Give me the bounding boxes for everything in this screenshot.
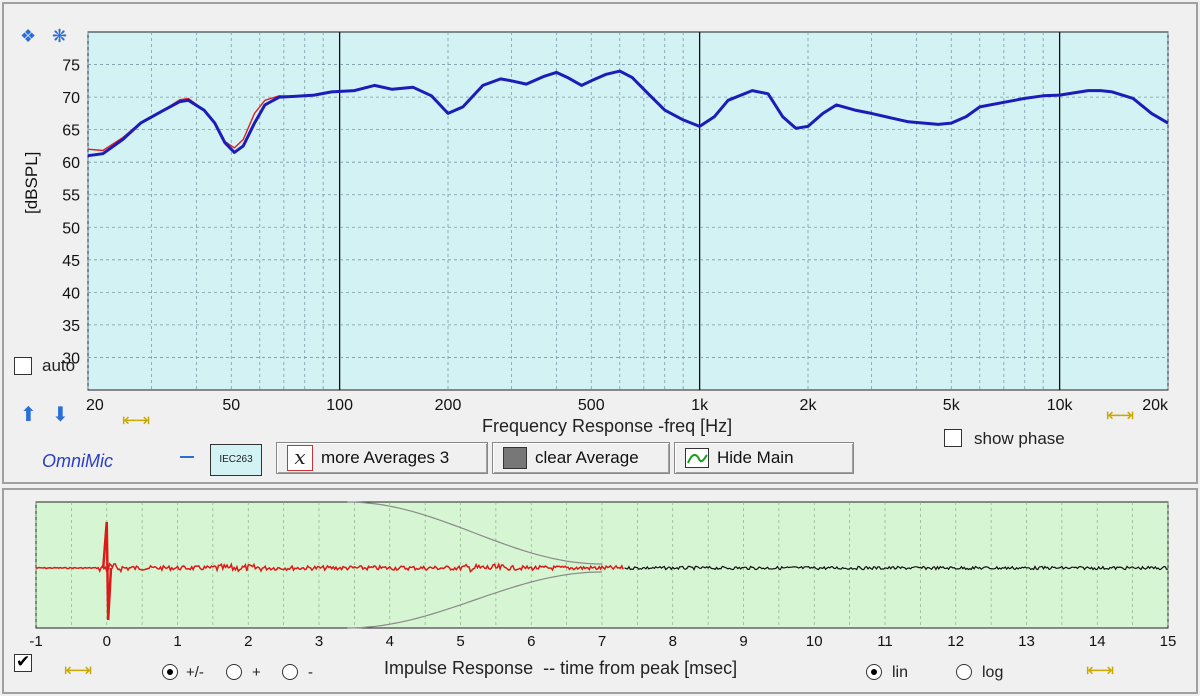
curve-icon [685, 448, 709, 468]
ir-window-lower [347, 571, 603, 629]
ir-x-axis-label: Impulse Response -- time from peak [msec… [384, 658, 738, 678]
ir-x-tick-label: 1 [173, 633, 181, 650]
frequency-response-chart[interactable]: 30 35 40 45 50 55 60 65 70 75 20 50 100 200 500 1k 2k 5k 1… [4, 4, 1196, 482]
auto-checkbox[interactable] [14, 357, 32, 375]
radio-lin-label: lin [892, 664, 909, 681]
ir-x-tick-label: 13 [1018, 633, 1035, 650]
ir-x-tick-label: 6 [527, 633, 535, 650]
fr-x-tick-label: 10k [1047, 397, 1074, 414]
ir-x-tick-label: 2 [244, 633, 252, 650]
ir-x-tick-label: 3 [315, 633, 323, 650]
fr-x-tick-label: 5k [943, 397, 961, 414]
radio-log-label: log [982, 664, 1004, 681]
y-axis-label: [dBSPL] [22, 151, 41, 214]
ir-x-tick-label: -1 [29, 633, 42, 650]
fr-y-tick-label: 70 [62, 90, 80, 107]
radio-lin[interactable] [866, 664, 882, 680]
frequency-response-panel: 30 35 40 45 50 55 60 65 70 75 20 50 100 200 500 1k 2k 5k 1… [2, 2, 1198, 484]
ir-tail-curve [624, 565, 1169, 571]
impulse-enabled-checkbox[interactable] [14, 652, 32, 672]
ir-pan-left-arrows-icon[interactable]: ⇤⇥ [64, 660, 92, 680]
ir-x-tick-label: 5 [456, 633, 464, 650]
fr-x-tick-label: 500 [578, 397, 605, 414]
ir-x-tick-label: 0 [103, 633, 111, 650]
ir-x-tick-label: 14 [1089, 633, 1106, 650]
fr-x-tick-label: 2k [800, 397, 818, 414]
show-phase-checkbox[interactable] [944, 429, 962, 447]
fr-y-tick-label: 65 [62, 123, 80, 140]
sigma-x-icon: x [287, 445, 313, 471]
auto-label: auto [42, 356, 76, 375]
fr-y-tick-label: 55 [62, 188, 80, 205]
ir-pan-right-arrows-icon[interactable]: ⇤⇥ [1086, 660, 1114, 680]
fr-x-tick-label: 200 [435, 397, 462, 414]
radio-log[interactable] [956, 664, 972, 680]
x-axis-label: Frequency Response -freq [Hz] [482, 416, 733, 436]
ir-x-tick-label: 7 [598, 633, 606, 650]
fr-x-tick-label: 50 [222, 397, 240, 414]
fr-x-tick-label: 1k [691, 397, 709, 414]
fr-y-tick-label: 35 [62, 318, 80, 335]
zoom-y-out-icon[interactable]: ❋ [52, 26, 68, 46]
fr-y-tick-label: 60 [62, 155, 80, 172]
fr-y-tick-label: 45 [62, 253, 80, 270]
fr-y-tick-label: 50 [62, 220, 80, 237]
radio-plus-minus-label: +/- [186, 664, 204, 681]
show-phase-label: show phase [974, 429, 1065, 448]
ir-window-upper [347, 501, 603, 565]
radio-minus[interactable] [282, 664, 298, 680]
fr-x-tick-label: 20 [86, 397, 104, 414]
impulse-response-chart[interactable]: -1 0 1 2 3 4 5 6 7 8 9 10 11 12 13 14 15 [4, 490, 1196, 692]
radio-plus-minus[interactable] [162, 664, 178, 680]
ir-gated-curve [35, 562, 624, 574]
fr-y-tick-label: 30 [62, 350, 80, 367]
ir-x-tick-label: 9 [739, 633, 747, 650]
radio-plus-label: + [252, 664, 261, 681]
clear-average-button[interactable]: clear Average [492, 442, 670, 474]
pan-x-left-arrows-icon[interactable]: ⇤⇥ [122, 410, 150, 430]
fr-y-tick-label: 40 [62, 285, 80, 302]
brand-label: OmniMic [42, 451, 113, 471]
ir-x-tick-label: 8 [669, 633, 677, 650]
mic-badge[interactable]: IEC263 [210, 444, 262, 476]
ir-x-tick-label: 12 [947, 633, 964, 650]
more-averages-button[interactable]: x more Averages 3 [276, 442, 488, 474]
radio-plus[interactable] [226, 664, 242, 680]
fr-main-curve [87, 69, 1169, 158]
ir-x-tick-label: 15 [1160, 633, 1177, 650]
fr-y-tick-label: 75 [62, 58, 80, 75]
fr-x-tick-label: 20k [1142, 397, 1169, 414]
fr-x-tick-label: 100 [326, 397, 353, 414]
shift-up-icon[interactable]: ⬆ [20, 404, 37, 426]
radio-minus-label: - [308, 664, 313, 681]
ir-x-tick-label: 10 [806, 633, 823, 650]
ir-x-tick-label: 11 [877, 633, 893, 650]
shift-down-icon[interactable]: ⬇ [52, 404, 69, 426]
ir-x-tick-label: 4 [386, 633, 394, 650]
zoom-y-in-icon[interactable]: ❖ [20, 26, 37, 46]
fr-plot-area [87, 31, 1169, 391]
legend-line-icon [180, 456, 194, 458]
pan-x-right-arrows-icon[interactable]: ⇤⇥ [1106, 405, 1134, 425]
ir-peak-spike [101, 521, 113, 621]
hide-main-button[interactable]: Hide Main [674, 442, 854, 474]
clear-image-icon [503, 447, 527, 469]
